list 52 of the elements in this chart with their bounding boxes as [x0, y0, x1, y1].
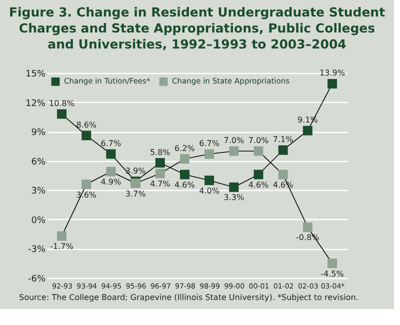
point: [57, 231, 66, 241]
data-label: 3.7%: [125, 189, 146, 198]
y-tick-label: -3%: [28, 245, 46, 256]
point: [278, 170, 288, 180]
data-label: -4.5%: [320, 269, 344, 278]
point: [254, 146, 264, 156]
point: [229, 182, 239, 192]
point: [302, 126, 312, 136]
y-tick-label: -6%: [28, 274, 46, 284]
source-note: Source: The College Board; Grapevine (Illinois State University). *Subject to revision.: [19, 293, 358, 302]
point: [328, 258, 337, 268]
point: [106, 149, 116, 159]
data-label: 7.1%: [272, 135, 294, 144]
data-label: 4.9%: [100, 178, 122, 187]
point: [254, 170, 264, 180]
y-tick-label: 3%: [31, 186, 46, 197]
y-tick-label: 9%: [31, 128, 46, 138]
point: [278, 145, 288, 155]
data-label: 6.2%: [174, 144, 196, 153]
data-label: 7.0%: [224, 136, 244, 146]
data-label: 6.7%: [199, 139, 220, 148]
data-label: 10.8%: [49, 99, 75, 108]
data-label: 13.9%: [320, 68, 346, 78]
data-label: 4.6%: [174, 180, 196, 190]
data-label: 3.3%: [224, 193, 244, 202]
point: [82, 130, 92, 140]
data-label: -1.7%: [50, 242, 74, 252]
data-label: 7.0%: [248, 136, 270, 146]
data-label: 5.8%: [150, 148, 171, 157]
point: [57, 109, 66, 119]
y-tick-label: 12%: [25, 98, 46, 109]
point: [328, 78, 337, 88]
data-label: 3.9%: [125, 166, 146, 176]
point: [180, 170, 190, 180]
data-label: 4.6%: [248, 180, 270, 190]
point: [204, 149, 214, 159]
y-tick-label: 6%: [31, 157, 46, 168]
point: [155, 158, 165, 168]
y-tick-label: 0%: [31, 216, 46, 226]
data-label: 8.6%: [76, 120, 97, 130]
point: [155, 168, 165, 178]
point: [204, 176, 214, 186]
point: [106, 166, 116, 176]
point: [82, 180, 92, 190]
data-label: 6.7%: [100, 139, 122, 148]
point: [180, 154, 190, 164]
chart-title: Figure 3. Change in Resident Undergraduate Student Charges and State Appropriations, Public Colleges and Universities, 1992–1993 to 2003–2004: [8, 4, 386, 52]
data-label: 4.7%: [150, 180, 171, 189]
point: [229, 146, 239, 156]
data-label: 4.0%: [199, 186, 220, 196]
point: [302, 222, 312, 232]
y-tick-label: 15%: [25, 70, 46, 80]
